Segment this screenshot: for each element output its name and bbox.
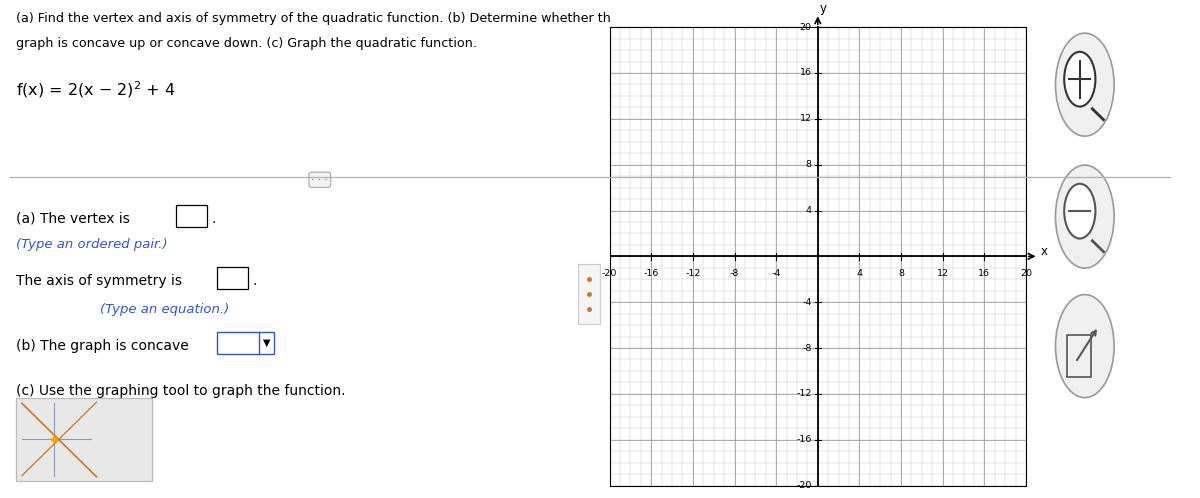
Text: 16: 16 <box>978 269 990 278</box>
Text: -16: -16 <box>796 435 811 444</box>
Text: 16: 16 <box>799 69 811 78</box>
Text: ▼: ▼ <box>263 338 270 348</box>
Text: 12: 12 <box>937 269 949 278</box>
Text: -16: -16 <box>643 269 659 278</box>
Text: 8: 8 <box>805 160 811 169</box>
Circle shape <box>1056 295 1114 397</box>
Text: (b) The graph is concave: (b) The graph is concave <box>17 339 190 353</box>
Text: (a) Find the vertex and axis of symmetry of the quadratic function. (b) Determin: (a) Find the vertex and axis of symmetry… <box>17 12 619 25</box>
Text: · · ·: · · · <box>312 175 328 185</box>
FancyArrowPatch shape <box>1076 331 1096 360</box>
Text: -4: -4 <box>802 298 811 307</box>
Text: (Type an ordered pair.): (Type an ordered pair.) <box>17 238 168 251</box>
Bar <box>217 267 248 289</box>
Text: .: . <box>211 212 216 226</box>
Text: 8: 8 <box>898 269 904 278</box>
Text: x: x <box>1040 246 1048 258</box>
Text: (Type an equation.): (Type an equation.) <box>100 303 229 316</box>
Text: (c) Use the graphing tool to graph the function.: (c) Use the graphing tool to graph the f… <box>17 384 346 398</box>
Text: 4: 4 <box>857 269 863 278</box>
Bar <box>217 332 274 354</box>
Text: 20: 20 <box>1020 269 1032 278</box>
Circle shape <box>1064 52 1096 107</box>
Text: -8: -8 <box>802 344 811 353</box>
Text: (a) The vertex is: (a) The vertex is <box>17 212 131 226</box>
Text: .: . <box>253 274 257 288</box>
Circle shape <box>1064 184 1096 239</box>
Text: Click to
enlarge
graph: Click to enlarge graph <box>85 421 132 469</box>
Text: 12: 12 <box>799 115 811 124</box>
Text: -20: -20 <box>602 269 617 278</box>
Text: -8: -8 <box>730 269 739 278</box>
Text: 20: 20 <box>799 22 811 32</box>
Text: graph is concave up or concave down. (c) Graph the quadratic function.: graph is concave up or concave down. (c)… <box>17 37 478 50</box>
Text: 4: 4 <box>805 206 811 215</box>
Text: -20: -20 <box>796 481 811 490</box>
Bar <box>17 398 151 481</box>
Text: -4: -4 <box>772 269 781 278</box>
Circle shape <box>1056 33 1114 136</box>
Text: y: y <box>820 1 827 14</box>
Text: The axis of symmetry is: The axis of symmetry is <box>17 274 182 288</box>
Bar <box>176 205 208 227</box>
Text: -12: -12 <box>796 389 811 398</box>
Text: -12: -12 <box>685 269 701 278</box>
Circle shape <box>1056 165 1114 268</box>
Text: f(x) = 2(x $-$ 2)$^2$ + 4: f(x) = 2(x $-$ 2)$^2$ + 4 <box>17 80 176 101</box>
